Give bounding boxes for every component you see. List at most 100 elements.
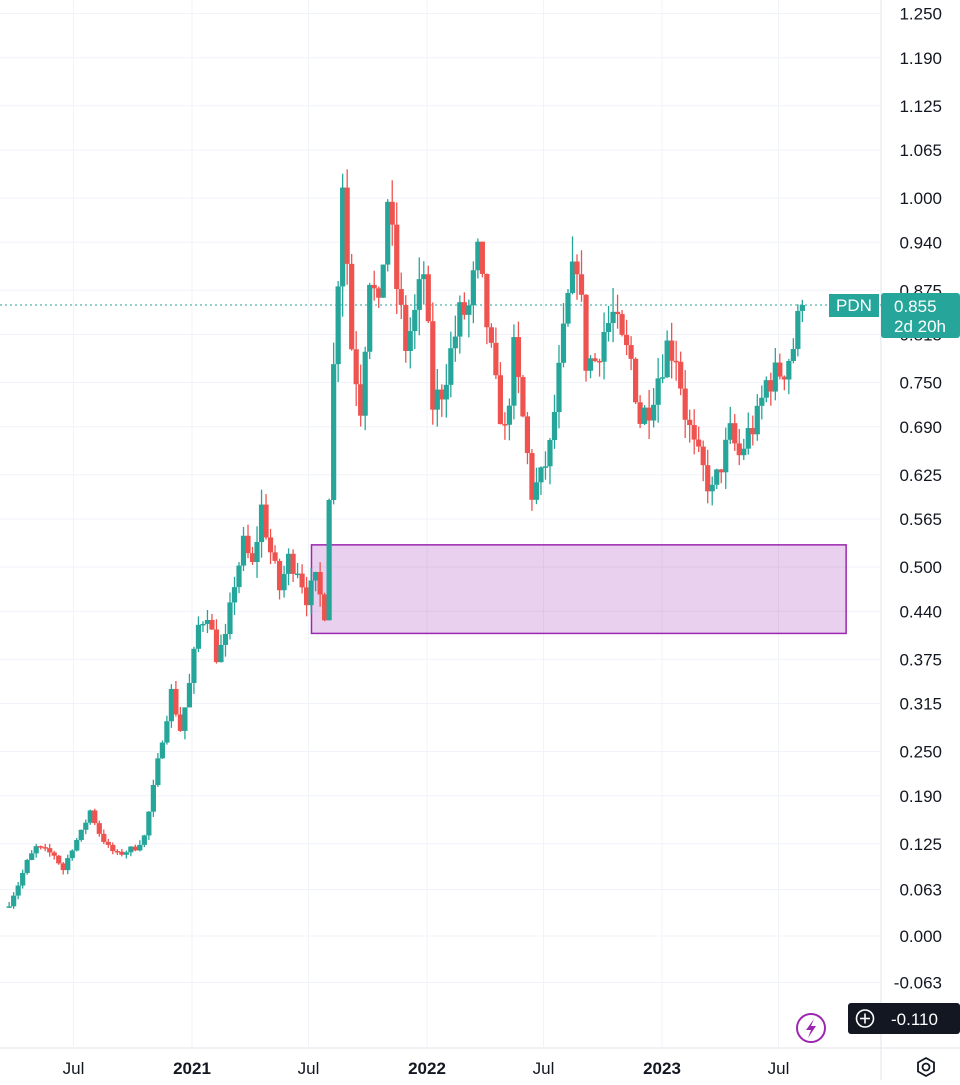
y-tick-label: 1.125 (899, 97, 942, 116)
candle (705, 449, 711, 504)
candle (439, 384, 445, 417)
price-axis[interactable]: 1.2501.1901.1251.0651.0000.9400.8750.815… (894, 5, 942, 993)
candle (294, 562, 301, 579)
x-tick-label: 2021 (173, 1059, 211, 1078)
add-alert-icon[interactable] (855, 1009, 875, 1028)
candle (768, 372, 774, 406)
candle (15, 881, 21, 900)
candle (790, 338, 796, 364)
candle (511, 324, 517, 420)
candle (403, 295, 409, 363)
y-tick-label: 0.750 (899, 374, 942, 393)
y-tick-label: 0.940 (899, 233, 942, 252)
candle (38, 845, 44, 850)
candle (195, 616, 202, 653)
candle (745, 412, 751, 455)
candle (285, 548, 292, 586)
candle (416, 257, 422, 336)
x-tick-label: Jul (768, 1059, 790, 1078)
candle (20, 869, 26, 889)
candle (763, 376, 769, 403)
y-tick-label: 0.250 (899, 743, 942, 762)
candle (533, 467, 540, 505)
candle (407, 317, 413, 369)
candle (732, 414, 738, 451)
candle (714, 468, 720, 490)
y-tick-label: 0.565 (899, 510, 942, 529)
candle (240, 527, 247, 572)
candle (159, 740, 165, 759)
candle (272, 545, 278, 564)
candle (741, 438, 747, 461)
candle (601, 312, 607, 380)
candle (376, 286, 382, 308)
candle (691, 409, 697, 455)
candle (443, 364, 449, 418)
candle (29, 850, 35, 861)
candle (204, 610, 211, 634)
candle (637, 395, 643, 429)
candle (371, 270, 377, 301)
candle (299, 564, 305, 594)
candle (610, 287, 616, 343)
candle (222, 623, 229, 657)
candle (619, 310, 625, 337)
candle (759, 385, 765, 420)
cursor-price-tag: -0.110 (848, 1003, 960, 1034)
candles (6, 169, 805, 909)
candle (186, 673, 193, 708)
y-tick-label: 0.500 (899, 558, 942, 577)
candle (565, 289, 571, 327)
candle (524, 412, 531, 465)
candle (655, 358, 661, 423)
candle (245, 524, 251, 559)
candle (128, 846, 134, 857)
candle (786, 358, 792, 395)
candle (452, 315, 458, 362)
candle (795, 304, 801, 357)
candle (87, 809, 93, 825)
candle (380, 264, 386, 298)
candle (673, 340, 679, 381)
candle (177, 707, 184, 732)
support-zone-rectangle[interactable] (310, 544, 847, 635)
candle (696, 426, 702, 452)
candle (96, 820, 102, 837)
candle (367, 282, 373, 360)
candle (331, 342, 337, 505)
candle (389, 180, 395, 246)
candle (434, 368, 440, 427)
candle (412, 294, 418, 350)
time-axis[interactable]: Jul 2021 Jul 2022 Jul 2023 Jul (63, 1059, 790, 1078)
y-tick-label: 1.000 (899, 189, 942, 208)
candle (660, 354, 666, 384)
candle (137, 840, 143, 852)
candle (150, 779, 156, 817)
cursor-price-badge (848, 1003, 960, 1034)
y-tick-label: 0.440 (899, 602, 942, 621)
settings-gear-icon[interactable] (917, 1057, 935, 1077)
candle (723, 427, 729, 489)
y-tick-label: 0.125 (899, 835, 942, 854)
candle (33, 843, 39, 858)
lightning-icon[interactable] (796, 1013, 826, 1043)
candle (74, 838, 80, 852)
candle (687, 409, 693, 443)
candle (281, 565, 287, 598)
candle (304, 576, 310, 617)
candle (146, 811, 152, 840)
candle (664, 330, 670, 379)
candle (249, 546, 256, 565)
candle (569, 236, 576, 295)
zone-layer (310, 544, 847, 635)
candle (623, 319, 630, 356)
candle (506, 398, 513, 441)
candle (718, 468, 724, 484)
candle (51, 850, 57, 860)
candle (101, 829, 107, 845)
candle (308, 567, 314, 615)
last-price-badge (881, 293, 960, 338)
candle (290, 549, 296, 582)
